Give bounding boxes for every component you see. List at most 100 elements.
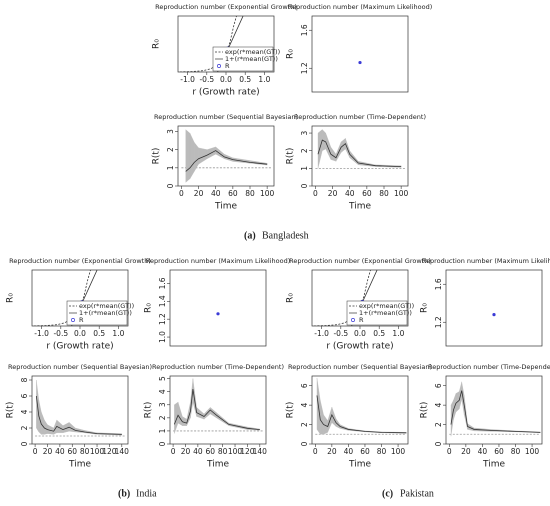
- x-axis-label: r (Growth rate): [46, 342, 113, 352]
- y-tick-label: 3: [158, 402, 167, 407]
- y-tick-label: 6: [300, 383, 309, 388]
- line: [316, 395, 407, 434]
- legend-label: exp(r*mean(GT)): [359, 302, 414, 310]
- panel: Reproduction number (Exponential Growth)…: [6, 257, 151, 352]
- panel-title: Reproduction number (Sequential Bayesian…: [288, 363, 432, 371]
- line: [185, 150, 268, 172]
- x-tick-label: 140: [115, 447, 130, 456]
- legend-label: R: [359, 316, 364, 324]
- legend-label: 1+(r*mean(GT)): [79, 309, 132, 317]
- x-tick-label: 40: [55, 447, 65, 456]
- x-tick-label: 60: [67, 447, 77, 456]
- plot-area: [181, 129, 272, 183]
- legend-label: 1+(r*mean(GT)): [359, 309, 412, 317]
- y-tick-label: 4: [20, 409, 29, 414]
- x-axis-label: Time: [348, 202, 371, 212]
- plot-area: [315, 377, 407, 435]
- confidence-band: [339, 424, 349, 431]
- x-axis-label: Time: [68, 460, 91, 470]
- y-axis-label: R₀: [420, 303, 430, 313]
- confidence-band: [325, 133, 332, 160]
- x-axis-label: Time: [482, 460, 505, 470]
- plot-frame: [169, 375, 267, 445]
- panel: Reproduction number (Maximum Likelihood)…: [420, 257, 550, 347]
- x-tick-label: 1.0: [112, 329, 124, 338]
- point: [492, 313, 496, 317]
- x-tick-label: 0: [171, 447, 176, 456]
- plot-frame: [445, 269, 543, 347]
- x-axis-label: Time: [214, 202, 237, 212]
- plot-frame: [169, 269, 267, 347]
- confidence-band: [215, 146, 225, 159]
- y-axis-label: R₀: [286, 293, 296, 303]
- x-tick-label: 0: [313, 189, 318, 198]
- plot-area: [449, 381, 541, 437]
- point: [216, 312, 220, 316]
- panel: Reproduction number (Sequential Bayesian…: [152, 113, 298, 212]
- panel-title: Reproduction number (Maximum Likelihood): [422, 257, 550, 265]
- confidence-band: [41, 411, 45, 435]
- y-axis-label: R(t): [144, 402, 154, 419]
- x-tick-label: 20: [328, 189, 338, 198]
- confidence-band: [232, 157, 251, 164]
- x-tick-label: -0.5: [53, 329, 68, 338]
- y-axis-label: R₀: [144, 303, 154, 313]
- y-tick-label: 2: [158, 415, 167, 420]
- y-tick-label: 1.4: [158, 295, 167, 307]
- y-tick-label: 1: [158, 428, 167, 433]
- confidence-band: [194, 141, 199, 173]
- plot-frame: [31, 375, 129, 445]
- x-tick-label: 0.5: [239, 75, 251, 84]
- x-tick-label: -1.0: [180, 75, 195, 84]
- y-tick-label: 1.6: [434, 278, 443, 290]
- x-axis-label: r (Growth rate): [192, 88, 259, 98]
- x-tick-label: 80: [377, 447, 387, 456]
- legend-symbol: [71, 318, 75, 322]
- point: [358, 60, 362, 65]
- x-tick-label: 120: [102, 447, 117, 456]
- x-tick-label: 60: [205, 447, 215, 456]
- legend-label: R: [79, 316, 84, 324]
- x-tick-label: 20: [461, 447, 471, 456]
- panel-title: Reproduction number (Maximum Likelihood): [146, 257, 291, 265]
- y-tick-label: 0: [20, 441, 29, 446]
- x-axis-label: Time: [206, 460, 229, 470]
- caption-label: (a): [244, 230, 256, 241]
- plot-frame: [445, 375, 543, 445]
- panel-title: Reproduction number (Sequential Bayesian…: [8, 363, 152, 371]
- y-tick-label: 6: [434, 383, 443, 388]
- panel-title: Reproduction number (Time-Dependent): [152, 363, 284, 371]
- panel: Reproduction number (Maximum Likelihood)…: [286, 3, 433, 93]
- panel-title: Reproduction number (Exponential Growth): [289, 257, 431, 265]
- y-axis-label: R(t): [420, 402, 430, 419]
- y-axis-label: R(t): [286, 402, 296, 419]
- x-tick-label: 100: [394, 189, 409, 198]
- x-tick-label: 80: [218, 447, 228, 456]
- line: [35, 395, 122, 435]
- caption: Bangladesh: [262, 230, 309, 241]
- x-tick-label: 40: [211, 189, 221, 198]
- y-axis-label: R(t): [6, 402, 16, 419]
- plot-area: [492, 313, 496, 317]
- y-tick-label: 2: [20, 425, 29, 430]
- x-tick-label: 1.0: [258, 75, 270, 84]
- y-tick-label: 1.0: [158, 331, 167, 343]
- x-tick-label: -1.0: [314, 329, 329, 338]
- x-tick-label: 60: [362, 189, 372, 198]
- line: [173, 389, 260, 431]
- y-axis-label: R₀: [6, 293, 16, 303]
- panel-title: Reproduction number (Maximum Likelihood): [288, 3, 433, 11]
- plot-frame: [177, 125, 275, 187]
- x-tick-label: 40: [478, 447, 488, 456]
- confidence-band: [174, 401, 179, 434]
- x-tick-label: -0.5: [199, 75, 214, 84]
- legend-symbol: [351, 318, 355, 322]
- caption-label: (c): [382, 488, 393, 499]
- x-tick-label: 80: [511, 447, 521, 456]
- y-axis-label: R₀: [286, 49, 296, 59]
- x-tick-label: 20: [43, 447, 53, 456]
- panel: Reproduction number (Time-Dependent) 0 2 4 6…: [420, 363, 550, 470]
- x-tick-label: 60: [360, 447, 370, 456]
- panel-title: Reproduction number (Exponential Growth): [155, 3, 297, 11]
